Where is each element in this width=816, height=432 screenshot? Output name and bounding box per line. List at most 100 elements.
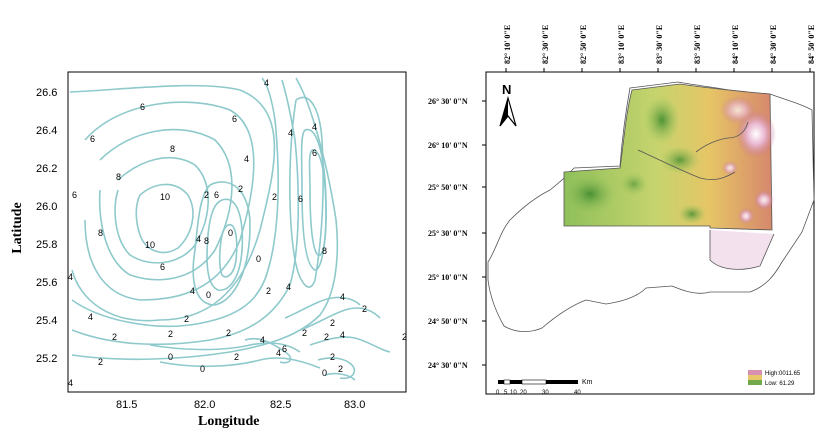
contour-label: 4 (276, 348, 281, 358)
contour-label: 2 (362, 304, 367, 314)
contour-label: 0 (168, 352, 173, 362)
y-tick: 25.2 (36, 353, 57, 365)
contour-label: 2 (330, 318, 335, 328)
y-tick: 26.4 (36, 125, 57, 137)
contour-label: 2 (324, 332, 329, 342)
scale-tick: 40 (574, 390, 581, 396)
contour-label: 2 (204, 190, 209, 200)
contour-label: 4 (244, 154, 249, 164)
x-tick: 81.5 (116, 399, 137, 411)
lat-label: 26° 10' 0"N (428, 141, 468, 150)
lat-ticks (482, 100, 486, 366)
contour-label: 10 (145, 240, 155, 250)
contour-label: 6 (298, 194, 303, 204)
contour-label: 4 (68, 378, 73, 388)
contour-label: 0 (206, 290, 211, 300)
legend-high: High:0011.65 (765, 371, 801, 377)
interpolation-map-panel: 82° 10' 0"E 82° 30' 0"E 82° 50' 0"E 83° … (410, 0, 816, 432)
y-tick: 25.8 (36, 239, 57, 251)
scale-tick: 10 (510, 390, 517, 396)
lon-label: 84° 30' 0"E (769, 25, 778, 64)
contour-label: 0 (322, 368, 327, 378)
y-tick: 25.6 (36, 277, 57, 289)
contour-label: 2 (302, 328, 307, 338)
contour-label: 2 (272, 192, 277, 202)
contour-label: 2 (98, 357, 103, 367)
contour-label: 0 (200, 364, 205, 374)
contour-label: 6 (140, 102, 145, 112)
contour-label: 2 (112, 332, 117, 342)
lat-label: 25° 10' 0"N (428, 273, 468, 282)
contour-label: 10 (160, 192, 170, 202)
north-arrow-icon: N (499, 82, 517, 127)
contour-label: 2 (338, 364, 343, 374)
lon-label: 84° 10' 0"E (731, 25, 740, 64)
contour-label: 6 (72, 190, 77, 200)
lat-label: 24° 50' 0"N (428, 317, 468, 326)
contour-label: 6 (282, 344, 287, 354)
interpolation-map: 82° 10' 0"E 82° 30' 0"E 82° 50' 0"E 83° … (428, 25, 816, 396)
contour-label: 6 (90, 134, 95, 144)
lat-label: 26° 30' 0"N (428, 97, 468, 106)
contour-label: 2 (234, 352, 239, 362)
contour-label: 0 (228, 228, 233, 238)
lon-label: 82° 10' 0"E (503, 25, 512, 64)
x-ticks: 81.5 82.0 82.5 83.0 (116, 399, 365, 411)
y-tick: 26.6 (36, 87, 57, 99)
contour-label: 2 (226, 328, 231, 338)
contour-map-panel: Latitude Longitude (10, 71, 407, 429)
x-axis-label: Longitude (198, 414, 260, 429)
contour-label: 8 (170, 144, 175, 154)
contour-label: 6 (312, 148, 317, 158)
contour-label: 0 (256, 254, 261, 264)
x-tick: 83.0 (344, 399, 365, 411)
heatmap-surface (563, 83, 776, 270)
lon-label: 84° 50' 0"E (807, 25, 816, 64)
lon-label: 82° 50' 0"E (579, 25, 588, 64)
contour-label: 2 (238, 184, 243, 194)
scale-tick: 0 (496, 390, 500, 396)
contour-label: 6 (160, 262, 165, 272)
lat-labels: 26° 30' 0"N 26° 10' 0"N 25° 50' 0"N 25° … (428, 97, 468, 370)
lon-labels: 82° 10' 0"E 82° 30' 0"E 82° 50' 0"E 83° … (503, 25, 816, 64)
x-tick: 82.0 (194, 399, 215, 411)
contour-label: 4 (260, 335, 265, 345)
contour-label: 8 (322, 246, 327, 256)
y-ticks: 26.6 26.4 26.2 26.0 25.8 25.6 25.4 25.2 (36, 87, 57, 365)
contour-label: 8 (116, 172, 121, 182)
lat-label: 25° 50' 0"N (428, 183, 468, 192)
contour-label: 4 (340, 292, 345, 302)
contour-label: 4 (190, 286, 195, 296)
lon-label: 83° 30' 0"E (655, 25, 664, 64)
scale-bar: Km 0 5 10 20 30 40 (496, 379, 593, 396)
lon-ticks (505, 68, 811, 72)
contour-labels: 4 6 6 6 8 8 10 10 8 6 4 4 2 2 2 4 2 0 2 … (68, 78, 407, 388)
scale-tick: 5 (504, 390, 508, 396)
y-tick: 26.0 (36, 201, 57, 213)
scale-tick: 30 (542, 390, 549, 396)
lon-label: 83° 10' 0"E (617, 25, 626, 64)
contour-label: 4 (68, 272, 73, 282)
contour-label: 8 (98, 228, 103, 238)
north-label: N (502, 82, 511, 97)
contour-label: 4 (88, 312, 93, 322)
legend: High:0011.65 Low: 61.29 (748, 370, 801, 387)
contour-label: 2 (184, 314, 189, 324)
legend-mid-swatch (748, 375, 762, 380)
contour-lines (69, 77, 391, 381)
legend-low-swatch (748, 380, 762, 385)
contour-label: 4 (264, 78, 269, 88)
contour-label: 6 (232, 114, 237, 124)
contour-plot: 4 6 6 6 8 8 10 10 8 6 4 4 2 2 2 4 2 0 2 … (36, 71, 407, 411)
legend-low: Low: 61.29 (765, 381, 795, 387)
contour-label: 8 (204, 236, 209, 246)
x-tick: 82.5 (270, 399, 291, 411)
plot-frame (67, 71, 407, 393)
lat-label: 24° 30' 0"N (428, 361, 468, 370)
scale-tick: 20 (520, 390, 527, 396)
legend-high-swatch (748, 370, 762, 375)
contour-label: 2 (330, 352, 335, 362)
scale-unit: Km (582, 379, 593, 386)
contour-label: 4 (340, 330, 345, 340)
contour-label: 4 (312, 122, 317, 132)
